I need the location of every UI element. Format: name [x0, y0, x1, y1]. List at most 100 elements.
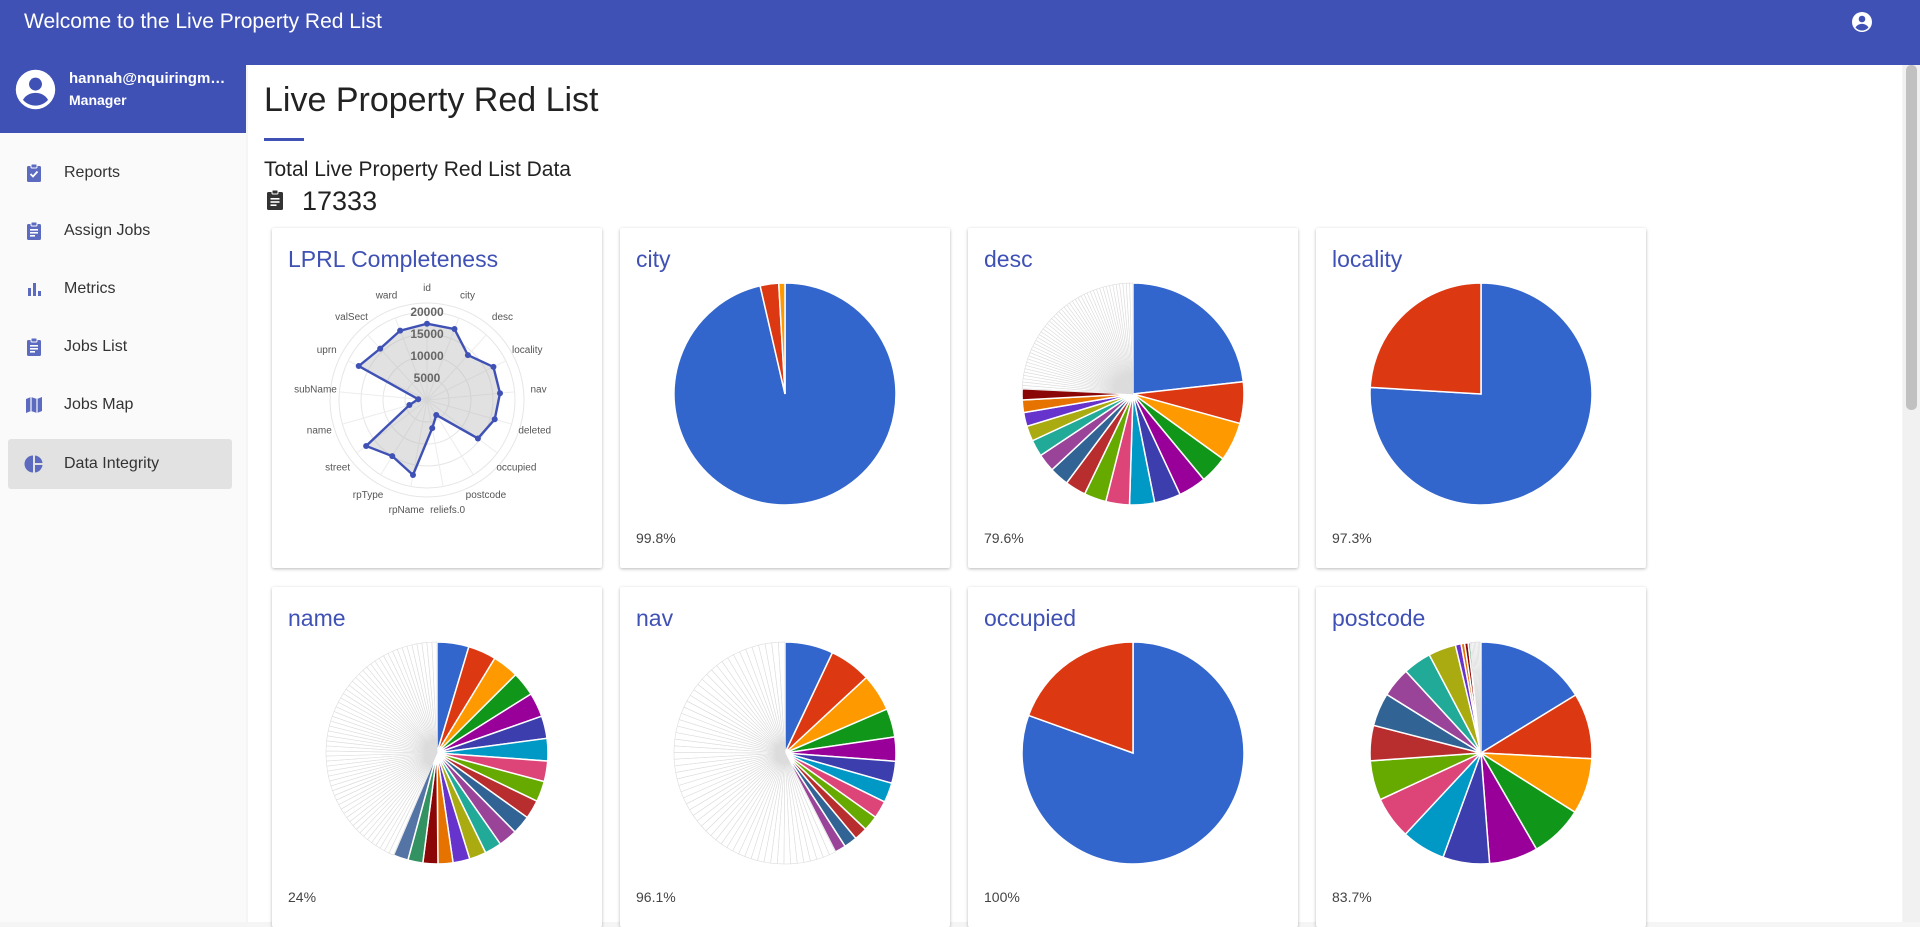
pie-slice-minor [1479, 641, 1482, 754]
radar-point [415, 396, 422, 403]
assignment-icon [27, 337, 41, 356]
radar-chart: id city desc locality nav deleted occupied post… [294, 283, 551, 516]
radar-axis-label: city [460, 291, 475, 302]
pie-chart [673, 641, 897, 865]
pie-chart [1369, 282, 1593, 506]
pie-slice [1480, 641, 1577, 755]
chart-title: name [288, 605, 346, 631]
radar-axis-label: occupied [496, 462, 536, 473]
chart-title: locality [1332, 246, 1403, 272]
pie-chart [673, 282, 897, 506]
pie-slice [777, 282, 786, 395]
radar-axis-label: id [423, 283, 431, 294]
radar-series-area [356, 322, 502, 478]
total-label: Total Live Property Red List Data [264, 158, 571, 181]
radar-axis-label: deleted [518, 426, 551, 437]
chart-card-name: name 24% [272, 587, 602, 927]
radar-point [406, 402, 413, 409]
sidebar-item-jobs-map[interactable]: Jobs Map [8, 380, 232, 430]
radar-axis-label: uprn [317, 345, 337, 356]
pie-slice-minor [431, 641, 438, 754]
main-content: Live Property Red List Total Live Proper… [248, 65, 1902, 927]
chart-title: occupied [984, 605, 1077, 631]
radar-axis-label: name [307, 426, 332, 437]
radar-point [474, 435, 481, 442]
chart-card-city: city 99.8% [620, 228, 950, 568]
chart-card-occupied: occupied 100% [968, 587, 1298, 927]
radar-axis-label: rpName [389, 505, 425, 516]
pie-plot [673, 641, 897, 865]
sidebar-item-metrics[interactable]: Metrics [8, 264, 232, 314]
scrollbar-thumb[interactable] [1906, 65, 1917, 410]
sidebar-item-jobs-list[interactable]: Jobs List [8, 322, 232, 372]
pie-plot [1369, 641, 1593, 865]
avatar-icon [15, 69, 56, 110]
total-value: 17333 [302, 186, 378, 216]
pie-slice [1027, 641, 1134, 755]
radar-tick-label: 10000 [410, 349, 444, 363]
radar-axis-label: street [325, 462, 350, 473]
chart-title: desc [984, 246, 1033, 272]
chart-card-lprl-completeness: LPRL Completeness id city desc locality nav d… [272, 228, 602, 568]
radar-axis-label: locality [512, 345, 543, 356]
user-email: hannah@nquiringmi… [69, 70, 229, 87]
pie-chart [1369, 641, 1593, 865]
pie-plot [325, 641, 549, 865]
radar-point [496, 390, 503, 397]
app-bar: Welcome to the Live Property Red List [0, 0, 1920, 65]
pie-plot [673, 282, 897, 506]
radar-point [429, 425, 436, 432]
radar-plot: id city desc locality nav deleted occupied post… [294, 283, 551, 516]
sidebar-item-label: Reports [64, 164, 121, 181]
radar-spoke [339, 391, 428, 401]
completeness-value: 99.8% [636, 530, 676, 546]
radar-point [433, 411, 440, 418]
radar-axis-label: rpType [353, 490, 384, 501]
chart-card-nav: nav 96.1% [620, 587, 950, 927]
radar-axis-label: postcode [466, 490, 507, 501]
pie-slice-minor [778, 641, 786, 754]
radar-spoke [367, 334, 428, 401]
pie-slice [1369, 282, 1482, 395]
completeness-value: 24% [288, 889, 317, 905]
app-title: Welcome to the Live Property Red List [24, 10, 382, 33]
radar-point [397, 327, 404, 334]
sidebar-item-label: Metrics [64, 280, 116, 297]
sidebar-item-assign-jobs[interactable]: Assign Jobs [8, 206, 232, 256]
radar-point [424, 320, 430, 327]
sidebar-item-reports[interactable]: Reports [8, 148, 232, 198]
radar-axis-label: subName [294, 385, 337, 396]
pie-plot [1021, 282, 1245, 506]
completeness-value: 79.6% [984, 530, 1024, 546]
radar-point [377, 345, 384, 352]
radar-spoke [426, 399, 444, 487]
sidebar-item-label: Jobs List [64, 338, 128, 355]
completeness-value: 97.3% [1332, 530, 1372, 546]
pie-plot [1369, 282, 1593, 506]
map-icon [26, 397, 42, 413]
radar-point [464, 352, 471, 359]
sidebar: hannah@nquiringmi… Manager Reports Assig… [0, 65, 246, 922]
chart-title: postcode [1332, 605, 1426, 631]
completeness-value: 83.7% [1332, 889, 1372, 905]
radar-point [490, 363, 497, 370]
radar-axis-label: valSect [335, 312, 368, 323]
sidebar-item-data-integrity[interactable]: Data Integrity [8, 439, 232, 489]
pie-slice-minor [1129, 282, 1134, 395]
radar-spoke [426, 399, 498, 454]
account-circle-icon[interactable] [1850, 10, 1874, 34]
radar-tick-label: 5000 [414, 371, 441, 385]
chart-title: city [636, 246, 671, 272]
pie-chart [1021, 641, 1245, 865]
chart-card-desc: desc 79.6% [968, 228, 1298, 568]
radar-point [363, 442, 370, 449]
radar-point [409, 471, 416, 478]
bar-chart-icon [28, 283, 41, 296]
sidebar-item-label: Jobs Map [64, 396, 134, 413]
assignment-icon [27, 221, 41, 240]
radar-spoke [380, 399, 428, 476]
chart-card-locality: locality 97.3% [1316, 228, 1646, 568]
radar-point [389, 453, 396, 460]
pie-chart [325, 641, 549, 865]
radar-tick-label: 15000 [410, 327, 444, 341]
